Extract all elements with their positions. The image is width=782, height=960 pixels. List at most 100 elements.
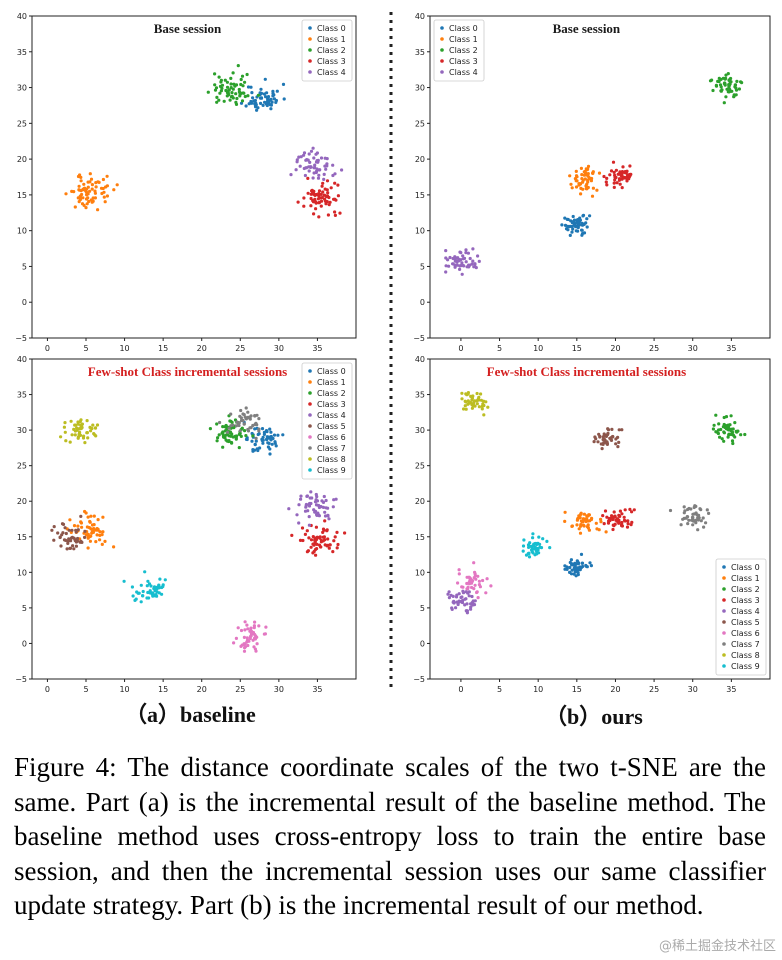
point: [322, 494, 326, 499]
point: [468, 256, 472, 261]
point: [312, 549, 316, 554]
point: [579, 524, 583, 528]
point: [591, 186, 596, 190]
point: [580, 520, 584, 524]
series-class-8: [59, 418, 100, 445]
point: [112, 188, 116, 192]
point: [466, 251, 470, 255]
point: [92, 514, 96, 518]
point: [569, 558, 574, 562]
point: [161, 583, 165, 587]
point: [79, 539, 83, 543]
point: [477, 405, 481, 409]
point: [88, 539, 92, 543]
point: [457, 592, 461, 596]
point: [620, 186, 624, 190]
point: [265, 435, 269, 439]
point: [580, 177, 584, 181]
point: [94, 540, 98, 544]
point: [612, 170, 616, 174]
point: [336, 194, 340, 198]
point: [244, 406, 248, 410]
plot-frame: [429, 15, 771, 339]
point: [242, 635, 246, 640]
legend-box: [433, 19, 485, 82]
point: [65, 547, 69, 551]
point: [154, 593, 158, 597]
point: [323, 519, 327, 523]
legend-label: Class 0: [317, 24, 346, 33]
point: [467, 582, 472, 586]
point: [455, 263, 459, 267]
point: [313, 536, 317, 540]
point: [224, 88, 228, 93]
point: [317, 189, 322, 193]
y-tick-label: 0: [420, 639, 425, 648]
point: [322, 177, 326, 181]
point: [447, 596, 451, 600]
y-tick-label: 5: [22, 262, 27, 271]
point: [229, 82, 233, 86]
point: [699, 519, 703, 523]
point: [524, 553, 529, 557]
point: [323, 187, 327, 191]
point: [579, 552, 584, 557]
y-tick-label: 40: [415, 355, 425, 364]
point: [256, 448, 260, 453]
point: [718, 435, 722, 439]
point: [152, 585, 157, 589]
point: [289, 173, 293, 177]
point: [316, 176, 321, 180]
point: [734, 88, 739, 92]
legend-label: Class 2: [317, 389, 346, 398]
point: [234, 437, 238, 441]
point: [584, 167, 588, 171]
point: [306, 158, 310, 162]
point: [333, 213, 337, 217]
point: [79, 514, 83, 519]
point: [79, 179, 83, 183]
point: [239, 77, 243, 82]
legend-marker: [308, 380, 312, 384]
point: [74, 423, 78, 427]
point: [160, 585, 164, 590]
legend-label: Class 3: [317, 400, 346, 409]
point: [260, 427, 265, 431]
point: [683, 509, 687, 513]
point: [719, 427, 723, 432]
point: [731, 430, 735, 434]
point: [531, 551, 535, 555]
point: [237, 87, 241, 92]
point: [475, 590, 479, 594]
point: [714, 430, 718, 434]
point: [477, 259, 481, 263]
series-class-3: [296, 176, 342, 219]
point: [571, 227, 575, 231]
point: [718, 83, 723, 87]
point: [722, 431, 727, 435]
point: [246, 94, 250, 98]
point: [464, 407, 468, 411]
point: [694, 521, 698, 525]
x-tick-label: 35: [312, 685, 322, 694]
point: [303, 532, 307, 537]
point: [580, 561, 584, 565]
point: [578, 218, 583, 222]
point: [80, 525, 84, 529]
point: [527, 551, 531, 555]
point: [456, 581, 460, 585]
point: [56, 531, 60, 535]
point: [323, 538, 327, 542]
point: [220, 431, 224, 435]
point: [578, 568, 582, 572]
point: [234, 92, 238, 96]
y-tick-label: 25: [415, 119, 425, 128]
point: [274, 100, 278, 104]
point: [89, 514, 93, 518]
point: [451, 262, 455, 266]
legend-label: Class 2: [449, 46, 478, 55]
point: [236, 423, 240, 427]
point: [474, 266, 478, 270]
point: [444, 249, 448, 253]
point: [591, 171, 595, 175]
